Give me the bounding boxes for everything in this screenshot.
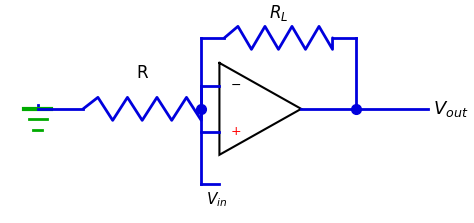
- Text: $R_L$: $R_L$: [269, 3, 288, 23]
- Text: −: −: [231, 79, 241, 92]
- Text: $V_{in}$: $V_{in}$: [206, 190, 227, 209]
- Text: R: R: [137, 64, 148, 82]
- Text: $V_{out}$: $V_{out}$: [433, 99, 468, 119]
- Text: +: +: [231, 125, 241, 138]
